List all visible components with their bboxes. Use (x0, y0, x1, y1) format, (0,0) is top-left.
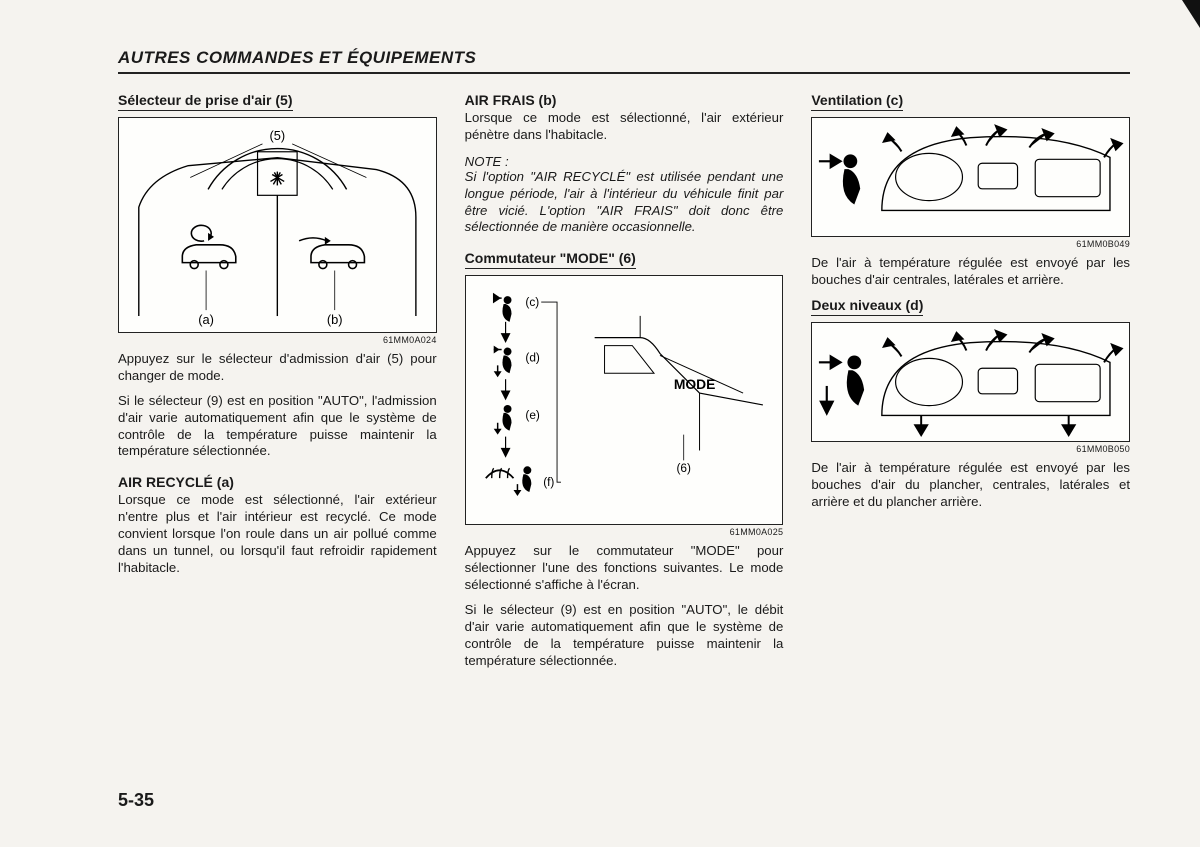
arrow-down-icon (821, 386, 833, 414)
fig2-code: 61MM0A025 (465, 527, 784, 537)
col1-p1: Appuyez sur le sélecteur d'admission d'a… (118, 351, 437, 385)
fig2-six: (6) (676, 462, 691, 476)
col3-heading-bilevel: Deux niveaux (d) (811, 297, 923, 316)
figure-ventilation (811, 117, 1130, 237)
fig2-mode-label: MODE (673, 376, 715, 392)
fig2-d: (d) (525, 351, 540, 365)
mode-defrost-floor-icon (485, 467, 531, 497)
mode-floor-icon (493, 405, 511, 435)
figure-bilevel (811, 322, 1130, 442)
column-3: Ventilation (c) (811, 92, 1130, 678)
manual-page: AUTRES COMMANDES ET ÉQUIPEMENTS Sélecteu… (0, 0, 1200, 708)
fresh-air-car-icon (299, 237, 364, 269)
fig1-label-a: (a) (198, 312, 214, 327)
note-body: Si l'option "AIR RECYCLÉ" est utilisée p… (465, 169, 784, 237)
fig2-c: (c) (525, 295, 539, 309)
fig2-f: (f) (543, 475, 554, 489)
seated-person-icon (847, 355, 864, 405)
mode-bilevel-icon (493, 346, 511, 378)
recirculate-car-icon (182, 225, 235, 268)
note-label: NOTE : (465, 154, 784, 169)
col2-p2: Appuyez sur le commutateur "MODE" pour s… (465, 543, 784, 594)
fig4-code: 61MM0B050 (811, 444, 1130, 454)
col1-p3: Lorsque ce mode est sélectionné, l'air e… (118, 492, 437, 576)
fig1-code: 61MM0A024 (118, 335, 437, 345)
col3-heading-vent: Ventilation (c) (811, 92, 903, 111)
col1-p2: Si le sélecteur (9) est en position "AUT… (118, 393, 437, 461)
arrow-right-icon (819, 356, 841, 368)
page-title: AUTRES COMMANDES ET ÉQUIPEMENTS (118, 48, 1130, 72)
col2-p3: Si le sélecteur (9) est en position "AUT… (465, 602, 784, 670)
arrow-right-icon (819, 155, 841, 167)
dashboard-outline (882, 126, 1122, 211)
page-number: 5-35 (118, 790, 154, 811)
fig1-label-b: (b) (327, 312, 343, 327)
col3-p1: De l'air à température régulée est envoy… (811, 255, 1130, 289)
column-2: AIR FRAIS (b) Lorsque ce mode est sélect… (465, 92, 784, 678)
dashboard-outline (882, 331, 1122, 435)
mode-face-icon (493, 294, 511, 322)
seated-person-icon (843, 154, 860, 204)
col1-heading-selector: Sélecteur de prise d'air (5) (118, 92, 293, 111)
fig2-e: (e) (525, 408, 540, 422)
car-side-outline: MODE (6) (594, 316, 772, 475)
col1-heading-recycle: AIR RECYCLÉ (a) (118, 474, 437, 490)
figure-air-selector: (5) (118, 117, 437, 333)
fig3-code: 61MM0B049 (811, 239, 1130, 249)
col2-p1: Lorsque ce mode est sélectionné, l'air e… (465, 110, 784, 144)
title-rule (118, 72, 1130, 74)
column-1: Sélecteur de prise d'air (5) (5) (118, 92, 437, 678)
col3-p2: De l'air à température régulée est envoy… (811, 460, 1130, 511)
col2-heading-mode: Commutateur "MODE" (6) (465, 250, 636, 269)
col2-heading-fresh: AIR FRAIS (b) (465, 92, 784, 108)
columns: Sélecteur de prise d'air (5) (5) (118, 92, 1130, 678)
figure-mode-switch: (c) (d) (465, 275, 784, 525)
fig1-label-5: (5) (269, 128, 285, 143)
